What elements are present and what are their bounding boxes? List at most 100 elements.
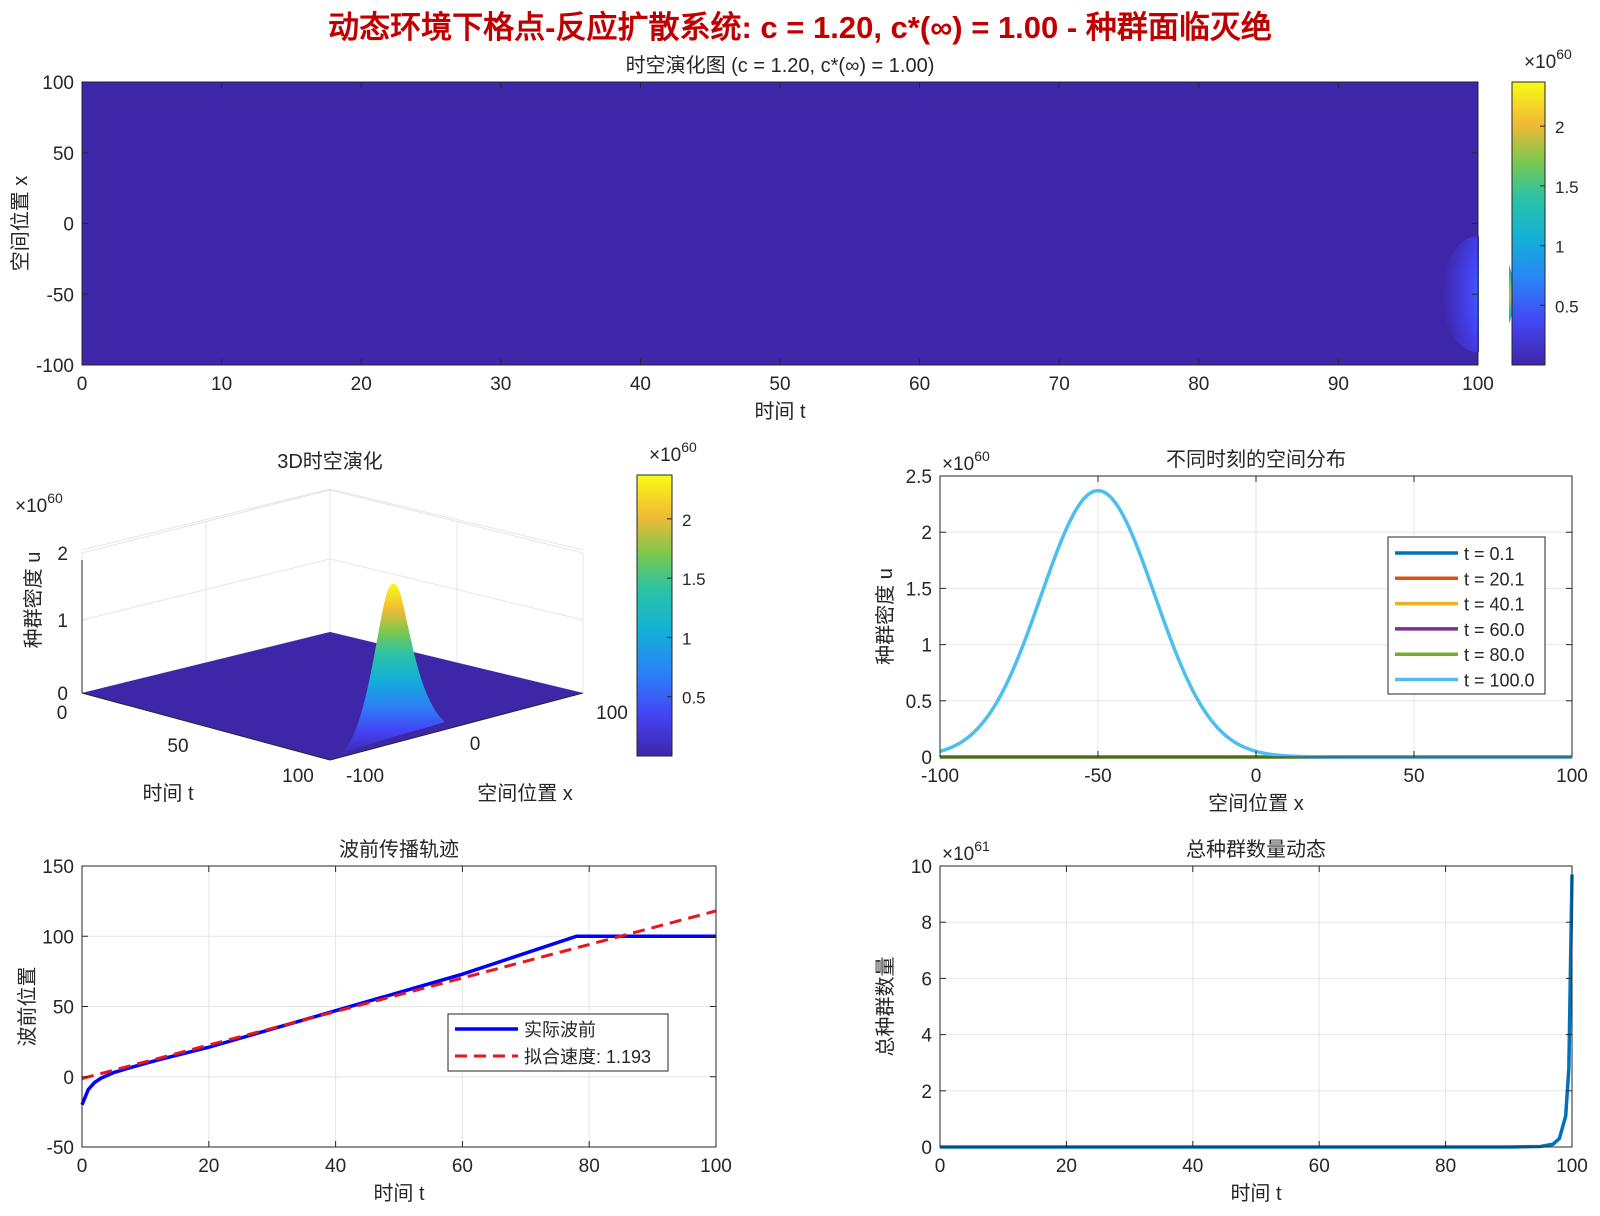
front-legend-label: 实际波前 <box>524 1020 596 1040</box>
heatmap-colorbar-exponent-sup: 60 <box>1556 46 1572 62</box>
spatial-legend-label: t = 20.1 <box>1464 569 1525 589</box>
total-xtick-label: 60 <box>1309 1156 1330 1177</box>
heatmap-colorbar-exponent: ×1060 <box>1524 46 1572 73</box>
front-xtick-label: 0 <box>77 1156 88 1177</box>
surface-ztick-label: 2 <box>57 544 68 565</box>
surface-grid-z <box>81 488 584 551</box>
front-ytick-label: -50 <box>47 1138 74 1159</box>
surface-ttick-label: 0 <box>57 703 68 724</box>
heatmap-xtick-label: 20 <box>351 374 372 395</box>
total-line <box>940 874 1574 1149</box>
heatmap-xtick-label: 90 <box>1328 374 1349 395</box>
total-y-exponent: ×1061 <box>942 838 990 865</box>
front-xlabel: 时间 t <box>373 1182 425 1205</box>
surface-z-exponent-sup: 60 <box>47 490 63 506</box>
total-ytick-label: 2 <box>921 1082 932 1103</box>
spatial-legend-label: t = 100.0 <box>1464 671 1535 691</box>
surface-ztick-label: 0 <box>57 684 68 705</box>
heatmap-xtick-label: 80 <box>1188 374 1209 395</box>
surface-ttick-label: 50 <box>167 736 188 757</box>
heatmap-colorbar-label: 1 <box>1555 238 1564 257</box>
surface-tlabel: 时间 t <box>142 782 194 805</box>
spatial-y-exponent-sup: 60 <box>974 448 990 464</box>
surface-peak <box>338 583 445 756</box>
heatmap-ytick-label: -100 <box>36 356 74 377</box>
surface-z-exponent: ×1060 <box>15 490 63 517</box>
spatial-legend <box>1387 536 1546 695</box>
spatial-xtick-label: -100 <box>921 766 959 787</box>
heatmap-mask <box>1479 75 1509 375</box>
heatmap-colorbar-label: 1.5 <box>1555 178 1579 197</box>
surface-colorbar-exponent: ×1060 <box>649 439 697 466</box>
spatial-xtick-label: 50 <box>1403 766 1424 787</box>
front-ytick-label: 100 <box>42 927 74 948</box>
total-xtick-label: 20 <box>1056 1156 1077 1177</box>
heatmap-xtick-label: 10 <box>211 374 232 395</box>
surface-colorbar-label: 2 <box>682 511 691 530</box>
front-xtick-label: 60 <box>452 1156 473 1177</box>
surface-xtick-label: 100 <box>596 703 628 724</box>
spatial-ytick-label: 2 <box>921 523 932 544</box>
front-xtick-label: 80 <box>579 1156 600 1177</box>
heatmap-xtick-label: 70 <box>1049 374 1070 395</box>
front-legend-label: 拟合速度: 1.193 <box>524 1047 651 1067</box>
total-xtick-label: 0 <box>935 1156 946 1177</box>
heatmap-xlabel: 时间 t <box>754 400 806 423</box>
surface-xtick-label: 0 <box>470 734 481 755</box>
surface-ttick-label: 100 <box>282 766 314 787</box>
spatial-ytick-label: 0 <box>921 748 932 769</box>
heatmap-field <box>82 82 1478 365</box>
surface-zlabel: 种群密度 u <box>22 552 45 649</box>
heatmap-xtick-label: 40 <box>630 374 651 395</box>
heatmap-xtick-label: 100 <box>1462 374 1494 395</box>
front-xtick-label: 40 <box>325 1156 346 1177</box>
spatial-ytick-label: 2.5 <box>906 467 932 488</box>
front-ytick-label: 50 <box>53 998 74 1019</box>
spatial-legend-label: t = 60.0 <box>1464 620 1525 640</box>
spatial-ytick-label: 0.5 <box>906 692 932 713</box>
spatial-ylabel: 种群密度 u <box>874 568 897 665</box>
heatmap-xtick-label: 60 <box>909 374 930 395</box>
total-ytick-label: 8 <box>921 913 932 934</box>
front-xtick-label: 20 <box>198 1156 219 1177</box>
heatmap-colorbar-label: 0.5 <box>1555 297 1579 316</box>
surface-grid-z <box>81 558 584 621</box>
spatial-ytick-label: 1.5 <box>906 579 932 600</box>
heatmap-title: 时空演化图 (c = 1.20, c*(∞) = 1.00) <box>626 54 935 77</box>
spatial-ytick-label: 1 <box>921 636 932 657</box>
total-xtick-label: 80 <box>1435 1156 1456 1177</box>
heatmap-ylabel: 空间位置 x <box>9 176 32 272</box>
spatial-legend-label: t = 0.1 <box>1464 544 1515 564</box>
heatmap-colorbar-label: 2 <box>1555 118 1564 137</box>
surface-colorbar-label: 1 <box>682 629 691 648</box>
surface-title: 3D时空演化 <box>277 450 383 473</box>
surface-ztick-label: 1 <box>57 611 68 632</box>
total-ytick-label: 10 <box>911 857 932 878</box>
total-ytick-label: 4 <box>921 1026 932 1047</box>
surface-t-axis <box>81 692 331 761</box>
figure-title: 动态环境下格点-反应扩散系统: c = 1.20, c*(∞) = 1.00 -… <box>328 10 1272 45</box>
heatmap-xtick-label: 50 <box>769 374 790 395</box>
total-ylabel: 总种群数量 <box>874 957 897 1057</box>
spatial-title: 不同时刻的空间分布 <box>1166 448 1346 471</box>
heatmap-xtick-label: 30 <box>490 374 511 395</box>
front-xtick-label: 100 <box>700 1156 732 1177</box>
heatmap-ytick-label: 0 <box>63 215 74 236</box>
surface-xlabel: 空间位置 x <box>477 782 573 805</box>
heatmap-ytick-label: -50 <box>47 285 74 306</box>
surface-plane <box>82 632 583 760</box>
surface-colorbar <box>636 474 673 757</box>
front-legend <box>447 1013 669 1072</box>
front-fit-line <box>81 909 717 1081</box>
surface-x-axis <box>329 692 584 761</box>
total-xtick-label: 40 <box>1182 1156 1203 1177</box>
spatial-y-exponent: ×1060 <box>942 448 990 475</box>
spatial-xtick-label: 100 <box>1556 766 1588 787</box>
surface-colorbar-label: 0.5 <box>682 689 706 708</box>
spatial-xtick-label: -50 <box>1084 766 1111 787</box>
total-title: 总种群数量动态 <box>1186 838 1326 861</box>
heatmap-xtick-label: 0 <box>77 374 88 395</box>
heatmap-colorbar <box>1511 81 1546 366</box>
total-ytick-label: 0 <box>921 1138 932 1159</box>
